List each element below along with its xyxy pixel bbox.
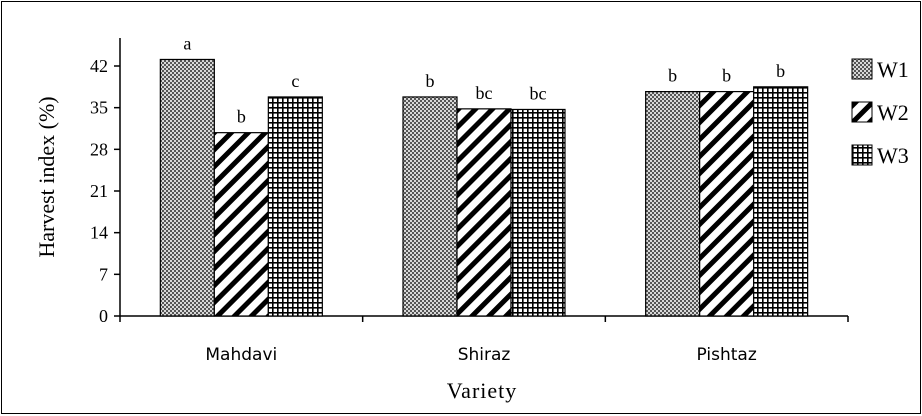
x-axis-title: Variety (447, 378, 518, 403)
significance-letter: c (291, 71, 299, 91)
bar-w1-pishtaz (645, 90, 701, 317)
bar-w2-shiraz (456, 108, 512, 317)
y-tick-label: 14 (90, 223, 108, 243)
y-tick-label: 35 (90, 98, 108, 118)
significance-letter: b (776, 61, 785, 81)
y-tick-label: 21 (90, 181, 108, 201)
significance-letter: bc (476, 83, 493, 103)
legend-swatch-w3 (851, 144, 873, 166)
y-tick-label: 28 (90, 139, 108, 159)
significance-letter: b (668, 66, 677, 86)
x-category-label: Shiraz (458, 345, 511, 365)
y-axis-title: Harvest index (%) (34, 96, 59, 257)
significance-letter: b (426, 71, 435, 91)
legend-swatch-w2 (851, 101, 873, 123)
bar-w2-mahdavi (213, 132, 269, 317)
significance-letter: bc (530, 83, 547, 103)
bar-w1-mahdavi (159, 58, 215, 317)
y-tick-label: 0 (99, 306, 108, 326)
legend-label-w2: W2 (877, 100, 909, 125)
bar-w2-pishtaz (699, 90, 755, 317)
bar-w3-mahdavi (267, 96, 323, 317)
significance-letter: a (183, 33, 191, 53)
x-category-label: Pishtaz (697, 345, 757, 365)
legend-swatch-w1 (851, 58, 873, 80)
legend: W1 W2 W3 (851, 57, 909, 168)
x-ticks: Mahdavi Shiraz Pishtaz (119, 316, 849, 365)
significance-letter: b (237, 107, 246, 127)
y-tick-label: 7 (99, 264, 108, 284)
bar-w1-shiraz (402, 96, 458, 317)
legend-label-w3: W3 (877, 143, 909, 168)
bar-w3-pishtaz (753, 86, 809, 317)
significance-letter: b (722, 66, 731, 86)
y-tick-label: 42 (90, 56, 108, 76)
bars (159, 58, 809, 317)
legend-label-w1: W1 (877, 57, 909, 82)
bar-w3-shiraz (510, 108, 566, 317)
x-category-label: Mahdavi (205, 345, 277, 365)
y-ticks: 0 7 14 21 28 35 42 (90, 56, 120, 326)
